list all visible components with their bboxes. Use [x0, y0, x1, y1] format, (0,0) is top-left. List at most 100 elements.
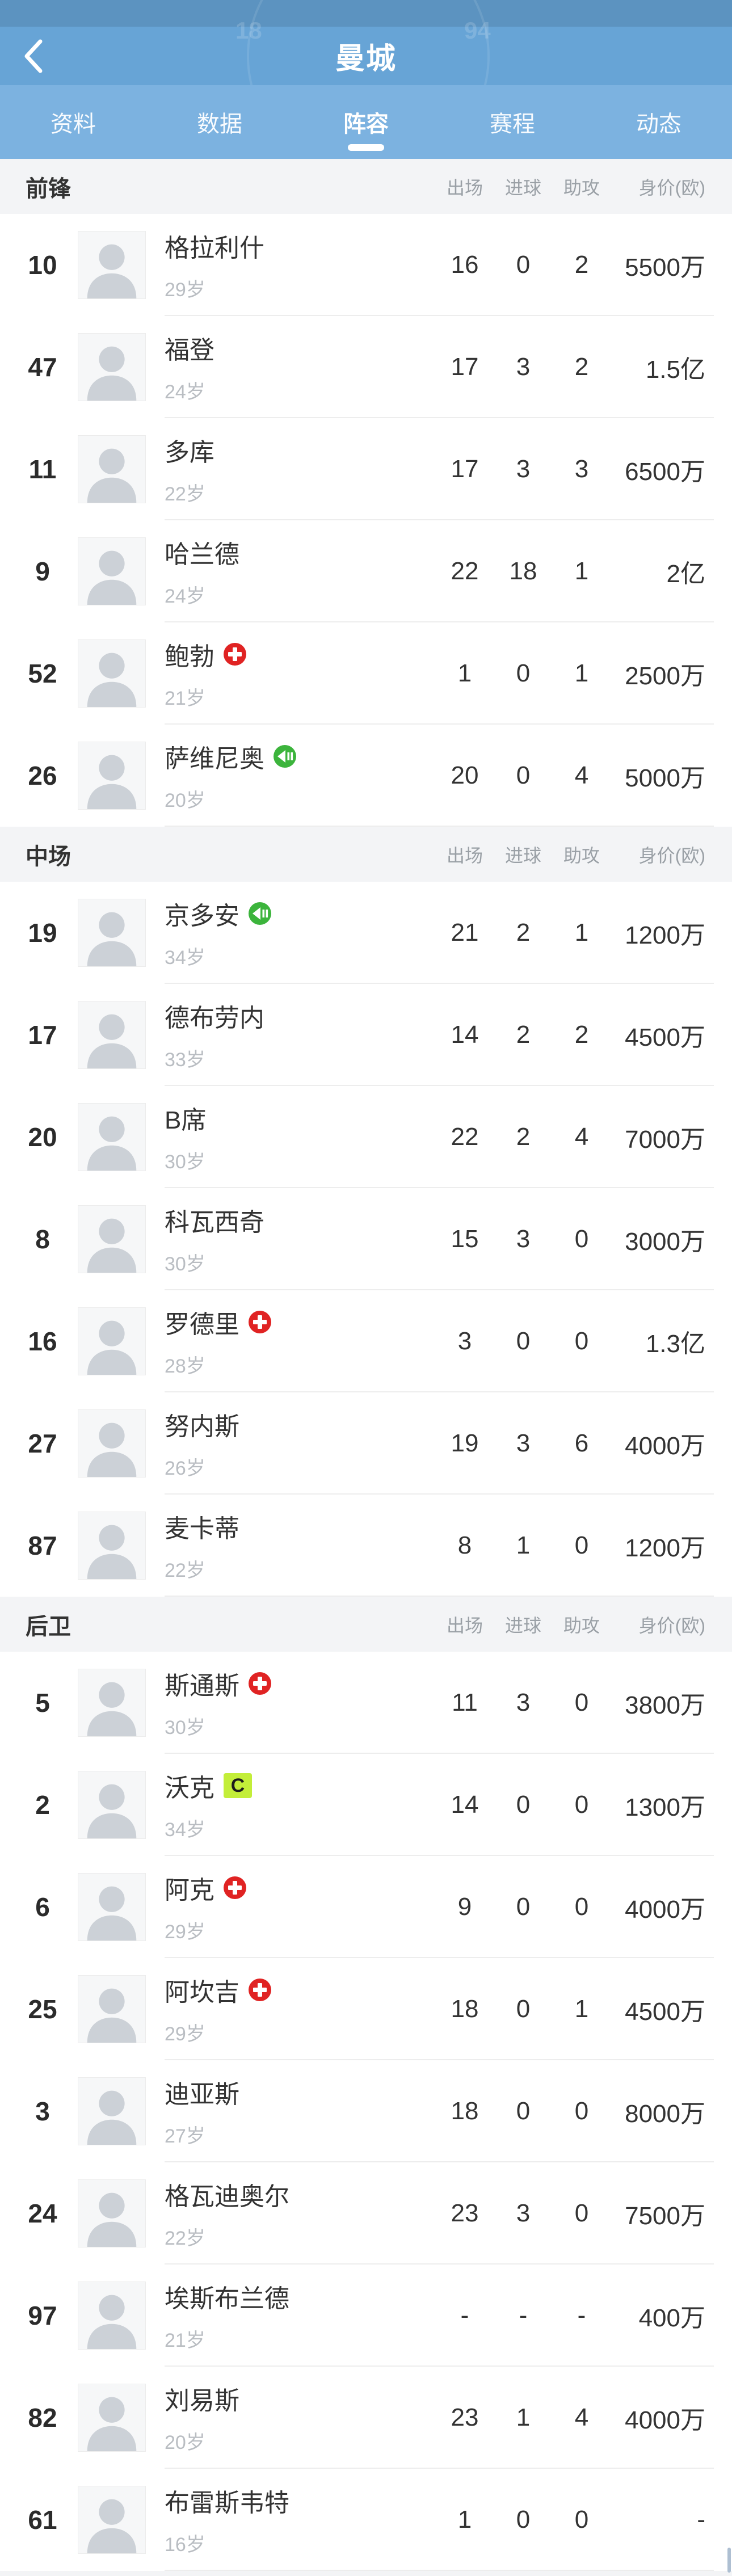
jersey-number: 2 [35, 1790, 50, 1820]
player-row[interactable]: 3 迪亚斯 27岁 18 0 0 8000万 [0, 2060, 732, 2162]
player-avatar [78, 435, 146, 503]
section-header: 后卫 出场 进球 助攻 身价(欧) [0, 1597, 732, 1652]
player-avatar [78, 1873, 146, 1941]
stat-goals: 0 [516, 659, 531, 687]
player-row[interactable]: 82 刘易斯 20岁 23 1 4 4000万 [0, 2367, 732, 2469]
section-title: 后卫 [26, 1614, 71, 1639]
player-row[interactable]: 17 德布劳内 33岁 14 2 2 4500万 [0, 984, 732, 1086]
tab-2[interactable]: 数据 [146, 85, 293, 159]
player-row[interactable]: 47 福登 24岁 17 3 2 1.5亿 [0, 316, 732, 418]
jersey-number: 52 [28, 659, 57, 688]
player-row[interactable]: 5 斯通斯 30岁 11 3 0 3800万 [0, 1652, 732, 1754]
stat-market-value: 4000万 [625, 2406, 705, 2434]
player-age: 29岁 [165, 279, 205, 301]
stat-market-value: 5500万 [625, 254, 705, 281]
player-age: 22岁 [165, 2228, 205, 2249]
player-info: 布雷斯韦特 16岁 [165, 2482, 426, 2557]
player-row[interactable]: 24 格瓦迪奥尔 22岁 23 3 0 7500万 [0, 2162, 732, 2264]
player-row[interactable]: 9 哈兰德 24岁 22 18 1 2亿 [0, 520, 732, 622]
tab-label: 资料 [51, 112, 96, 137]
stat-assists: 0 [574, 2199, 589, 2227]
tab-4[interactable]: 赛程 [439, 85, 586, 159]
player-info: 斯通斯 30岁 [165, 1665, 426, 1740]
stat-appearances: 15 [451, 1225, 479, 1253]
tab-5[interactable]: 动态 [586, 85, 732, 159]
avatar-silhouette-icon [78, 2486, 145, 2553]
player-name: 哈兰德 [165, 541, 239, 569]
stat-appearances: 18 [451, 2097, 479, 2125]
player-row[interactable]: 20 B席 30岁 22 2 4 7000万 [0, 1086, 732, 1188]
player-name: 多库 [165, 439, 214, 466]
stat-assists: 0 [574, 2097, 589, 2125]
stat-appearances: 23 [451, 2404, 479, 2431]
transfer-in-icon [274, 745, 296, 768]
player-info: 沃克 C 34岁 [165, 1767, 426, 1842]
stat-appearances: 19 [451, 1429, 479, 1457]
avatar-silhouette-icon [78, 899, 145, 966]
player-row[interactable]: 2 沃克 C 34岁 14 0 0 1300万 [0, 1754, 732, 1856]
player-row[interactable]: 61 布雷斯韦特 16岁 1 0 0 - [0, 2469, 732, 2571]
player-row[interactable]: 11 多库 22岁 17 3 3 6500万 [0, 418, 732, 520]
player-row[interactable]: 6 阿克 29岁 9 0 0 4000万 [0, 1856, 732, 1958]
stat-market-value: 2500万 [625, 662, 705, 690]
jersey-number: 10 [28, 250, 57, 280]
tab-1[interactable]: 资料 [0, 85, 146, 159]
stat-assists: 0 [574, 1327, 589, 1355]
player-info: 鲍勃 21岁 [165, 636, 426, 710]
player-row[interactable]: 25 阿坎吉 29岁 18 0 1 4500万 [0, 1958, 732, 2060]
player-age: 34岁 [165, 947, 205, 969]
stat-appearances: 8 [457, 1531, 472, 1559]
stat-goals: 3 [516, 1225, 531, 1253]
stat-goals: 2 [516, 1123, 531, 1151]
player-avatar [78, 742, 146, 810]
transfer-in-icon [249, 902, 271, 925]
player-age: 30岁 [165, 1717, 205, 1739]
player-name: 罗德里 [165, 1311, 239, 1338]
stat-market-value: 8000万 [625, 2100, 705, 2128]
player-row[interactable]: 10 格拉利什 29岁 16 0 2 5500万 [0, 214, 732, 316]
jersey-number: 11 [28, 454, 57, 484]
player-info: 罗德里 28岁 [165, 1304, 426, 1378]
tab-label: 动态 [636, 112, 681, 137]
avatar-silhouette-icon [78, 1976, 145, 2043]
stat-appearances: 11 [452, 1689, 478, 1716]
avatar-silhouette-icon [78, 1512, 145, 1579]
stat-assists: 0 [574, 1531, 589, 1559]
player-info: 格拉利什 29岁 [165, 228, 426, 302]
jersey-number: 61 [28, 2505, 57, 2535]
jersey-number: 19 [28, 918, 57, 948]
player-info: 哈兰德 24岁 [165, 534, 426, 608]
player-row[interactable]: 16 罗德里 28岁 3 0 0 1.3亿 [0, 1290, 732, 1392]
tab-3[interactable]: 阵容 [293, 85, 439, 159]
injury-icon [224, 643, 246, 666]
player-name: 格拉利什 [165, 234, 264, 262]
player-row[interactable]: 8 科瓦西奇 30岁 15 3 0 3000万 [0, 1188, 732, 1290]
player-name: 阿坎吉 [165, 1979, 239, 2006]
player-age: 28岁 [165, 1356, 205, 1377]
club-crest-watermark [247, 0, 490, 85]
player-age: 26岁 [165, 1458, 205, 1479]
player-row[interactable]: 26 萨维尼奥 20岁 20 0 4 5000万 [0, 725, 732, 827]
column-header-appearances: 出场 [446, 845, 483, 866]
page-header: 18 94 曼城 [0, 0, 732, 85]
scrollbar-thumb[interactable] [727, 2548, 731, 2573]
player-row[interactable]: 87 麦卡蒂 22岁 8 1 0 1200万 [0, 1495, 732, 1597]
stat-appearances: 23 [451, 2199, 479, 2227]
nav-row: 曼城 [0, 27, 732, 85]
player-age: 21岁 [165, 688, 205, 709]
avatar-silhouette-icon [78, 231, 145, 298]
back-button[interactable] [23, 36, 57, 76]
player-row[interactable]: 52 鲍勃 21岁 1 0 1 2500万 [0, 622, 732, 725]
stat-market-value: 1.5亿 [645, 356, 705, 384]
player-avatar [78, 2077, 146, 2145]
player-row[interactable]: 19 京多安 34岁 21 2 1 1200万 [0, 882, 732, 984]
stat-market-value: 7000万 [625, 1126, 705, 1154]
player-row[interactable]: 97 埃斯布兰德 21岁 - - - 400万 [0, 2264, 732, 2367]
column-header-value: 身价(欧) [638, 845, 705, 866]
stat-assists: 0 [574, 1225, 589, 1253]
jersey-number: 26 [28, 761, 57, 790]
player-row[interactable]: 27 努内斯 26岁 19 3 6 4000万 [0, 1392, 732, 1495]
player-info: 刘易斯 20岁 [165, 2380, 426, 2455]
stat-appearances: 17 [451, 455, 479, 483]
stat-market-value: 4000万 [625, 1432, 705, 1460]
